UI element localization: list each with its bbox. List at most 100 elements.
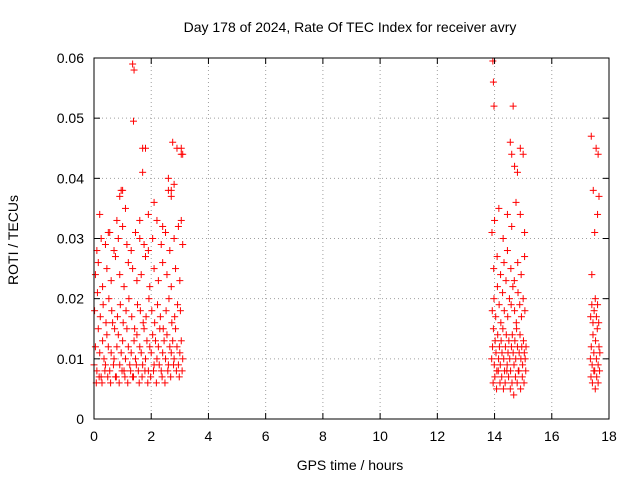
data-point [101, 367, 109, 375]
data-point [498, 349, 506, 357]
data-point [179, 355, 187, 363]
x-tick-label: 16 [544, 428, 560, 444]
data-point [162, 355, 170, 363]
data-point [124, 379, 132, 387]
x-tick-label: 2 [147, 428, 155, 444]
data-point [588, 361, 596, 369]
y-axis-title: ROTI / TECUs [5, 195, 21, 285]
grid-lines [94, 58, 609, 419]
data-point [174, 301, 182, 309]
data-point [513, 379, 521, 387]
data-point [510, 277, 518, 285]
data-point [500, 259, 508, 267]
data-point [95, 373, 103, 381]
data-point [492, 313, 500, 321]
data-point [136, 343, 144, 351]
data-point [507, 343, 515, 351]
data-point [594, 379, 602, 387]
data-point [497, 337, 505, 345]
y-tick-label: 0.05 [57, 110, 84, 126]
data-point [176, 349, 184, 357]
data-point [508, 331, 516, 339]
data-point [169, 138, 177, 146]
data-point [494, 367, 502, 375]
data-point [173, 343, 181, 351]
data-point [517, 385, 525, 393]
data-point [593, 325, 601, 333]
data-point [174, 222, 182, 230]
data-point [119, 222, 127, 230]
data-point [150, 265, 158, 273]
data-point [127, 367, 135, 375]
data-point [499, 385, 507, 393]
x-axis-title: GPS time / hours [297, 457, 404, 473]
data-point [489, 343, 497, 351]
data-point [145, 295, 153, 303]
data-point [159, 259, 167, 267]
data-point [594, 210, 602, 218]
data-point [144, 247, 152, 255]
data-point [167, 283, 175, 291]
data-point [521, 253, 529, 261]
data-point [115, 379, 123, 387]
data-point [495, 301, 503, 309]
data-point [129, 265, 137, 273]
data-point [495, 204, 503, 212]
data-point [125, 295, 133, 303]
data-point [94, 259, 102, 267]
data-point [93, 367, 101, 375]
data-point [520, 349, 528, 357]
data-point [521, 307, 529, 315]
data-point [139, 144, 147, 152]
data-point [172, 325, 180, 333]
data-point [109, 361, 117, 369]
data-point [516, 144, 524, 152]
data-point [513, 325, 521, 333]
data-point [488, 228, 496, 236]
data-point [121, 355, 129, 363]
data-point [104, 373, 112, 381]
data-point [490, 265, 498, 273]
data-point [517, 313, 525, 321]
data-point [91, 343, 99, 351]
data-point [110, 247, 118, 255]
data-point [154, 343, 162, 351]
data-point [497, 319, 505, 327]
data-point [514, 289, 522, 297]
data-point [114, 331, 122, 339]
data-point [515, 367, 523, 375]
x-tick-label: 8 [319, 428, 327, 444]
data-point [120, 283, 128, 291]
data-point [512, 198, 520, 206]
data-point [596, 367, 604, 375]
data-point [511, 373, 519, 381]
data-point [153, 355, 161, 363]
data-point [118, 367, 126, 375]
data-point [114, 235, 122, 242]
data-point [509, 349, 517, 357]
data-point [501, 379, 509, 387]
data-point [167, 186, 175, 194]
data-point [497, 271, 505, 279]
data-point [490, 295, 498, 303]
data-point [124, 259, 132, 267]
data-point [162, 307, 170, 315]
data-point [131, 355, 139, 363]
data-point [139, 361, 147, 369]
data-point [492, 349, 500, 357]
data-point [507, 301, 515, 309]
data-point [506, 355, 514, 363]
data-point [587, 132, 595, 140]
data-point [491, 337, 499, 345]
data-point [108, 307, 116, 315]
data-point [163, 331, 171, 339]
data-point [149, 235, 157, 242]
data-point [166, 343, 174, 351]
data-point [595, 343, 603, 351]
data-point [518, 373, 526, 381]
data-point [116, 301, 124, 309]
data-point [591, 228, 599, 236]
data-point [104, 343, 112, 351]
data-point [167, 349, 175, 357]
data-point [135, 379, 143, 387]
